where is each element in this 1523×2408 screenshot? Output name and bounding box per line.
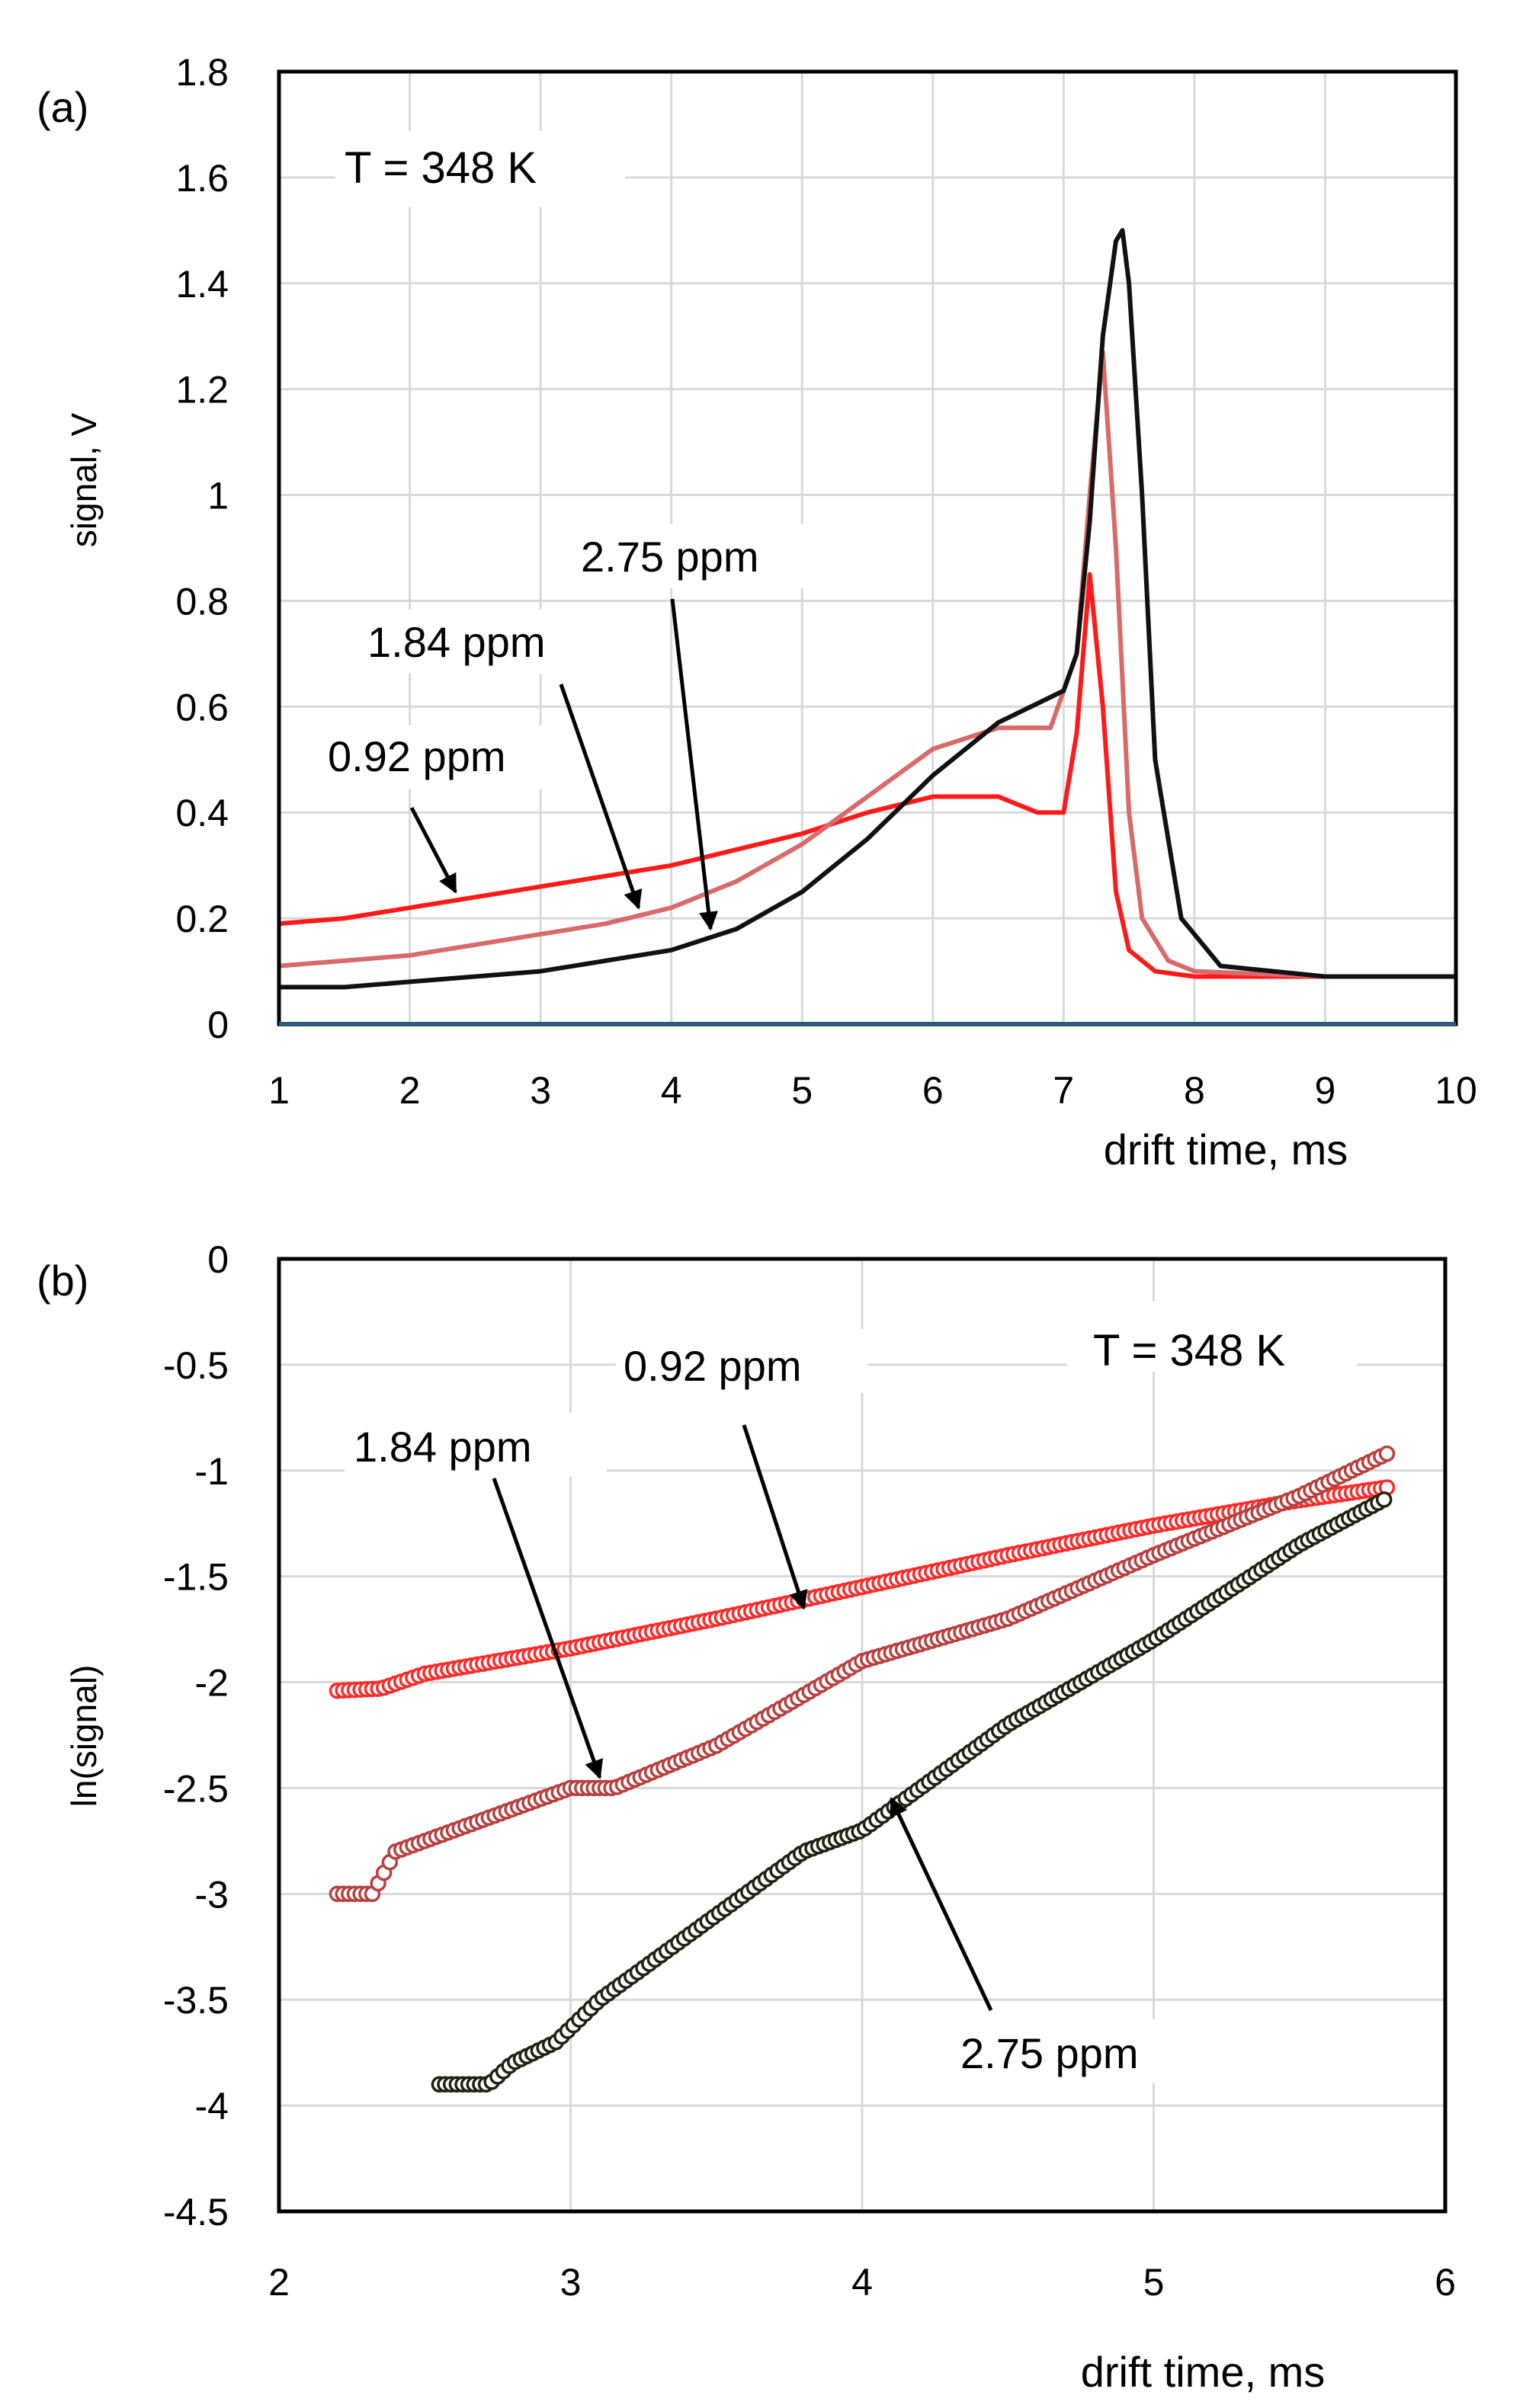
arrow-1.84ppm	[492, 1478, 604, 1779]
y-tick-label: 1	[207, 475, 229, 517]
series-group	[278, 228, 1456, 990]
y-tick-label: 0	[207, 1004, 229, 1046]
annotation-bg	[576, 524, 822, 588]
panel-label: (b)	[37, 1257, 88, 1305]
annotation-bg	[345, 1413, 607, 1477]
annotation-2.75ppm: 2.75 ppm	[581, 533, 759, 581]
x-tick-label: 9	[1315, 1069, 1336, 1112]
y-tick-label: 0.4	[175, 792, 229, 834]
plot-frame	[277, 1257, 1448, 2214]
x-tick-label: 7	[1053, 1069, 1074, 1112]
y-tick-label: -1	[195, 1450, 229, 1493]
y-tick-label: -3.5	[163, 1979, 229, 2022]
x-tick-labels: 1 2 3 4 5 6 7 8 9 10	[268, 1069, 1477, 1112]
x-tick-label: 8	[1184, 1069, 1205, 1112]
y-tick-label: -3	[195, 1873, 229, 1916]
annotation-bg	[616, 1329, 867, 1393]
annotation-0.92ppm: 0.92 ppm	[624, 1342, 802, 1390]
arrow-2.75ppm	[889, 1797, 993, 2012]
x-tick-label: 6	[1435, 2261, 1456, 2304]
x-tick-label: 4	[661, 1069, 682, 1112]
arrow-0.92ppm	[742, 1424, 808, 1610]
y-tick-label: -4.5	[163, 2191, 229, 2233]
annotation-bg	[1067, 1302, 1357, 1372]
annotation-2.75ppm: 2.75 ppm	[960, 2029, 1139, 2077]
series-line-2.75ppm	[279, 228, 1456, 990]
y-axis-label: signal, V	[64, 412, 104, 547]
arrow-1.84ppm	[559, 684, 643, 910]
temperature-annotation: T = 348 K	[1093, 1326, 1285, 1375]
y-tick-label: 0	[207, 1238, 229, 1281]
annotation-1.84ppm: 1.84 ppm	[354, 1423, 532, 1471]
x-tick-label: 4	[851, 2261, 873, 2304]
series-line-0.92ppm	[278, 572, 1456, 979]
temperature-annotation: T = 348 K	[345, 143, 537, 193]
annotation-0.92ppm: 0.92 ppm	[328, 732, 506, 780]
annotations: T = 348 K 0.92 ppm 1.84 ppm 2.75 ppm	[328, 131, 822, 789]
annotation-bg	[364, 610, 605, 674]
x-tick-label: 2	[399, 1069, 421, 1112]
y-tick-label: 1.2	[175, 369, 229, 411]
annotation-bg	[335, 131, 625, 207]
y-tick-label: 1.8	[175, 51, 229, 94]
annotation-1.84ppm: 1.84 ppm	[367, 618, 546, 666]
y-tick-label: 1.6	[175, 157, 229, 200]
grid	[277, 1257, 1447, 2213]
x-tick-label: 5	[1143, 2261, 1165, 2304]
annotation-bg	[951, 2019, 1207, 2083]
y-axis-label: ln(signal)	[64, 1665, 104, 1808]
x-tick-label: 6	[922, 1069, 944, 1112]
x-tick-label: 10	[1435, 1069, 1477, 1112]
x-tick-label: 3	[560, 2261, 582, 2304]
arrow-2.75ppm	[670, 598, 718, 931]
data-point	[1375, 1491, 1393, 1508]
x-tick-label: 1	[268, 1069, 290, 1112]
y-tick-labels: 0 0.2 0.4 0.6 0.8 1 1.2 1.4 1.6 1.8	[175, 51, 229, 1046]
x-tick-label: 2	[268, 2261, 290, 2304]
y-tick-label: 1.4	[175, 263, 229, 306]
arrow-0.92ppm	[409, 806, 457, 894]
y-tick-label: -1.5	[163, 1556, 229, 1599]
y-tick-label: 0.2	[175, 898, 229, 940]
series-0.92ppm	[329, 1479, 1396, 1699]
annotation-arrows	[492, 1424, 993, 2012]
y-tick-label: 0.6	[175, 686, 229, 728]
y-tick-label: -2.5	[163, 1767, 229, 1810]
series-2.75ppm	[431, 1491, 1393, 2093]
series-line-1.84ppm	[278, 350, 1456, 979]
series-1.84ppm	[329, 1445, 1396, 1903]
annotations: T = 348 K 0.92 ppm 1.84 ppm 2.75 ppm	[345, 1302, 1357, 2083]
y-tick-label: -0.5	[163, 1344, 229, 1387]
series-group	[329, 1445, 1396, 2093]
x-axis-label: drift time, ms	[1104, 1126, 1348, 1174]
plot-frame	[277, 69, 1458, 1026]
y-tick-label: 0.8	[175, 580, 229, 623]
panel-a: (a) 0 0.2 0.4 0.6 0.8 1 1.2 1.4 1.6 1.8 1 2 3 4 5 6 7 8 9…	[37, 51, 1477, 1174]
annotation-bg	[331, 725, 582, 789]
x-tick-label: 3	[530, 1069, 551, 1112]
y-tick-labels: 0 -0.5 -1 -1.5 -2 -2.5 -3 -3.5 -4 -4.5	[163, 1238, 229, 2233]
x-tick-labels: 2 3 4 5 6	[268, 2261, 1456, 2304]
x-tick-label: 5	[791, 1069, 813, 1112]
y-tick-label: -4	[195, 2085, 229, 2128]
data-point	[1378, 1445, 1396, 1462]
panel-label: (a)	[37, 83, 88, 131]
annotation-arrows	[409, 598, 718, 931]
grid	[277, 70, 1457, 1026]
x-axis-label: drift time, ms	[1081, 2348, 1325, 2396]
y-tick-label: -2	[195, 1662, 229, 1705]
